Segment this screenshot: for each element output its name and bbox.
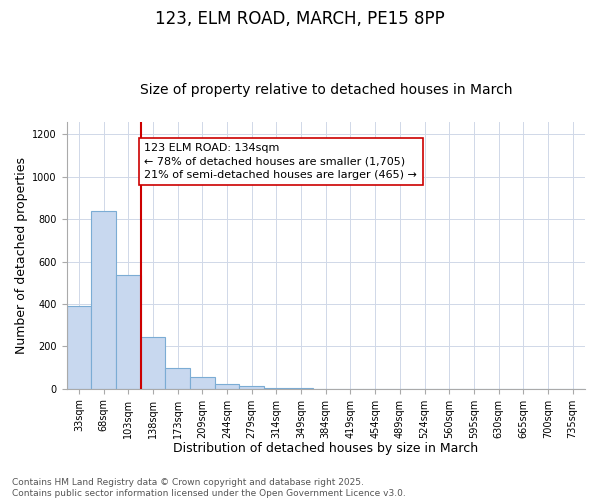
Bar <box>67 306 91 388</box>
Bar <box>140 337 165 388</box>
Bar <box>239 386 264 388</box>
Text: 123 ELM ROAD: 134sqm
← 78% of detached houses are smaller (1,705)
21% of semi-de: 123 ELM ROAD: 134sqm ← 78% of detached h… <box>144 143 417 180</box>
X-axis label: Distribution of detached houses by size in March: Distribution of detached houses by size … <box>173 442 478 455</box>
Bar <box>215 384 239 388</box>
Text: Contains HM Land Registry data © Crown copyright and database right 2025.
Contai: Contains HM Land Registry data © Crown c… <box>12 478 406 498</box>
Bar <box>165 368 190 388</box>
Y-axis label: Number of detached properties: Number of detached properties <box>15 157 28 354</box>
Bar <box>190 377 215 388</box>
Title: Size of property relative to detached houses in March: Size of property relative to detached ho… <box>140 83 512 97</box>
Bar <box>116 276 140 388</box>
Bar <box>91 211 116 388</box>
Text: 123, ELM ROAD, MARCH, PE15 8PP: 123, ELM ROAD, MARCH, PE15 8PP <box>155 10 445 28</box>
